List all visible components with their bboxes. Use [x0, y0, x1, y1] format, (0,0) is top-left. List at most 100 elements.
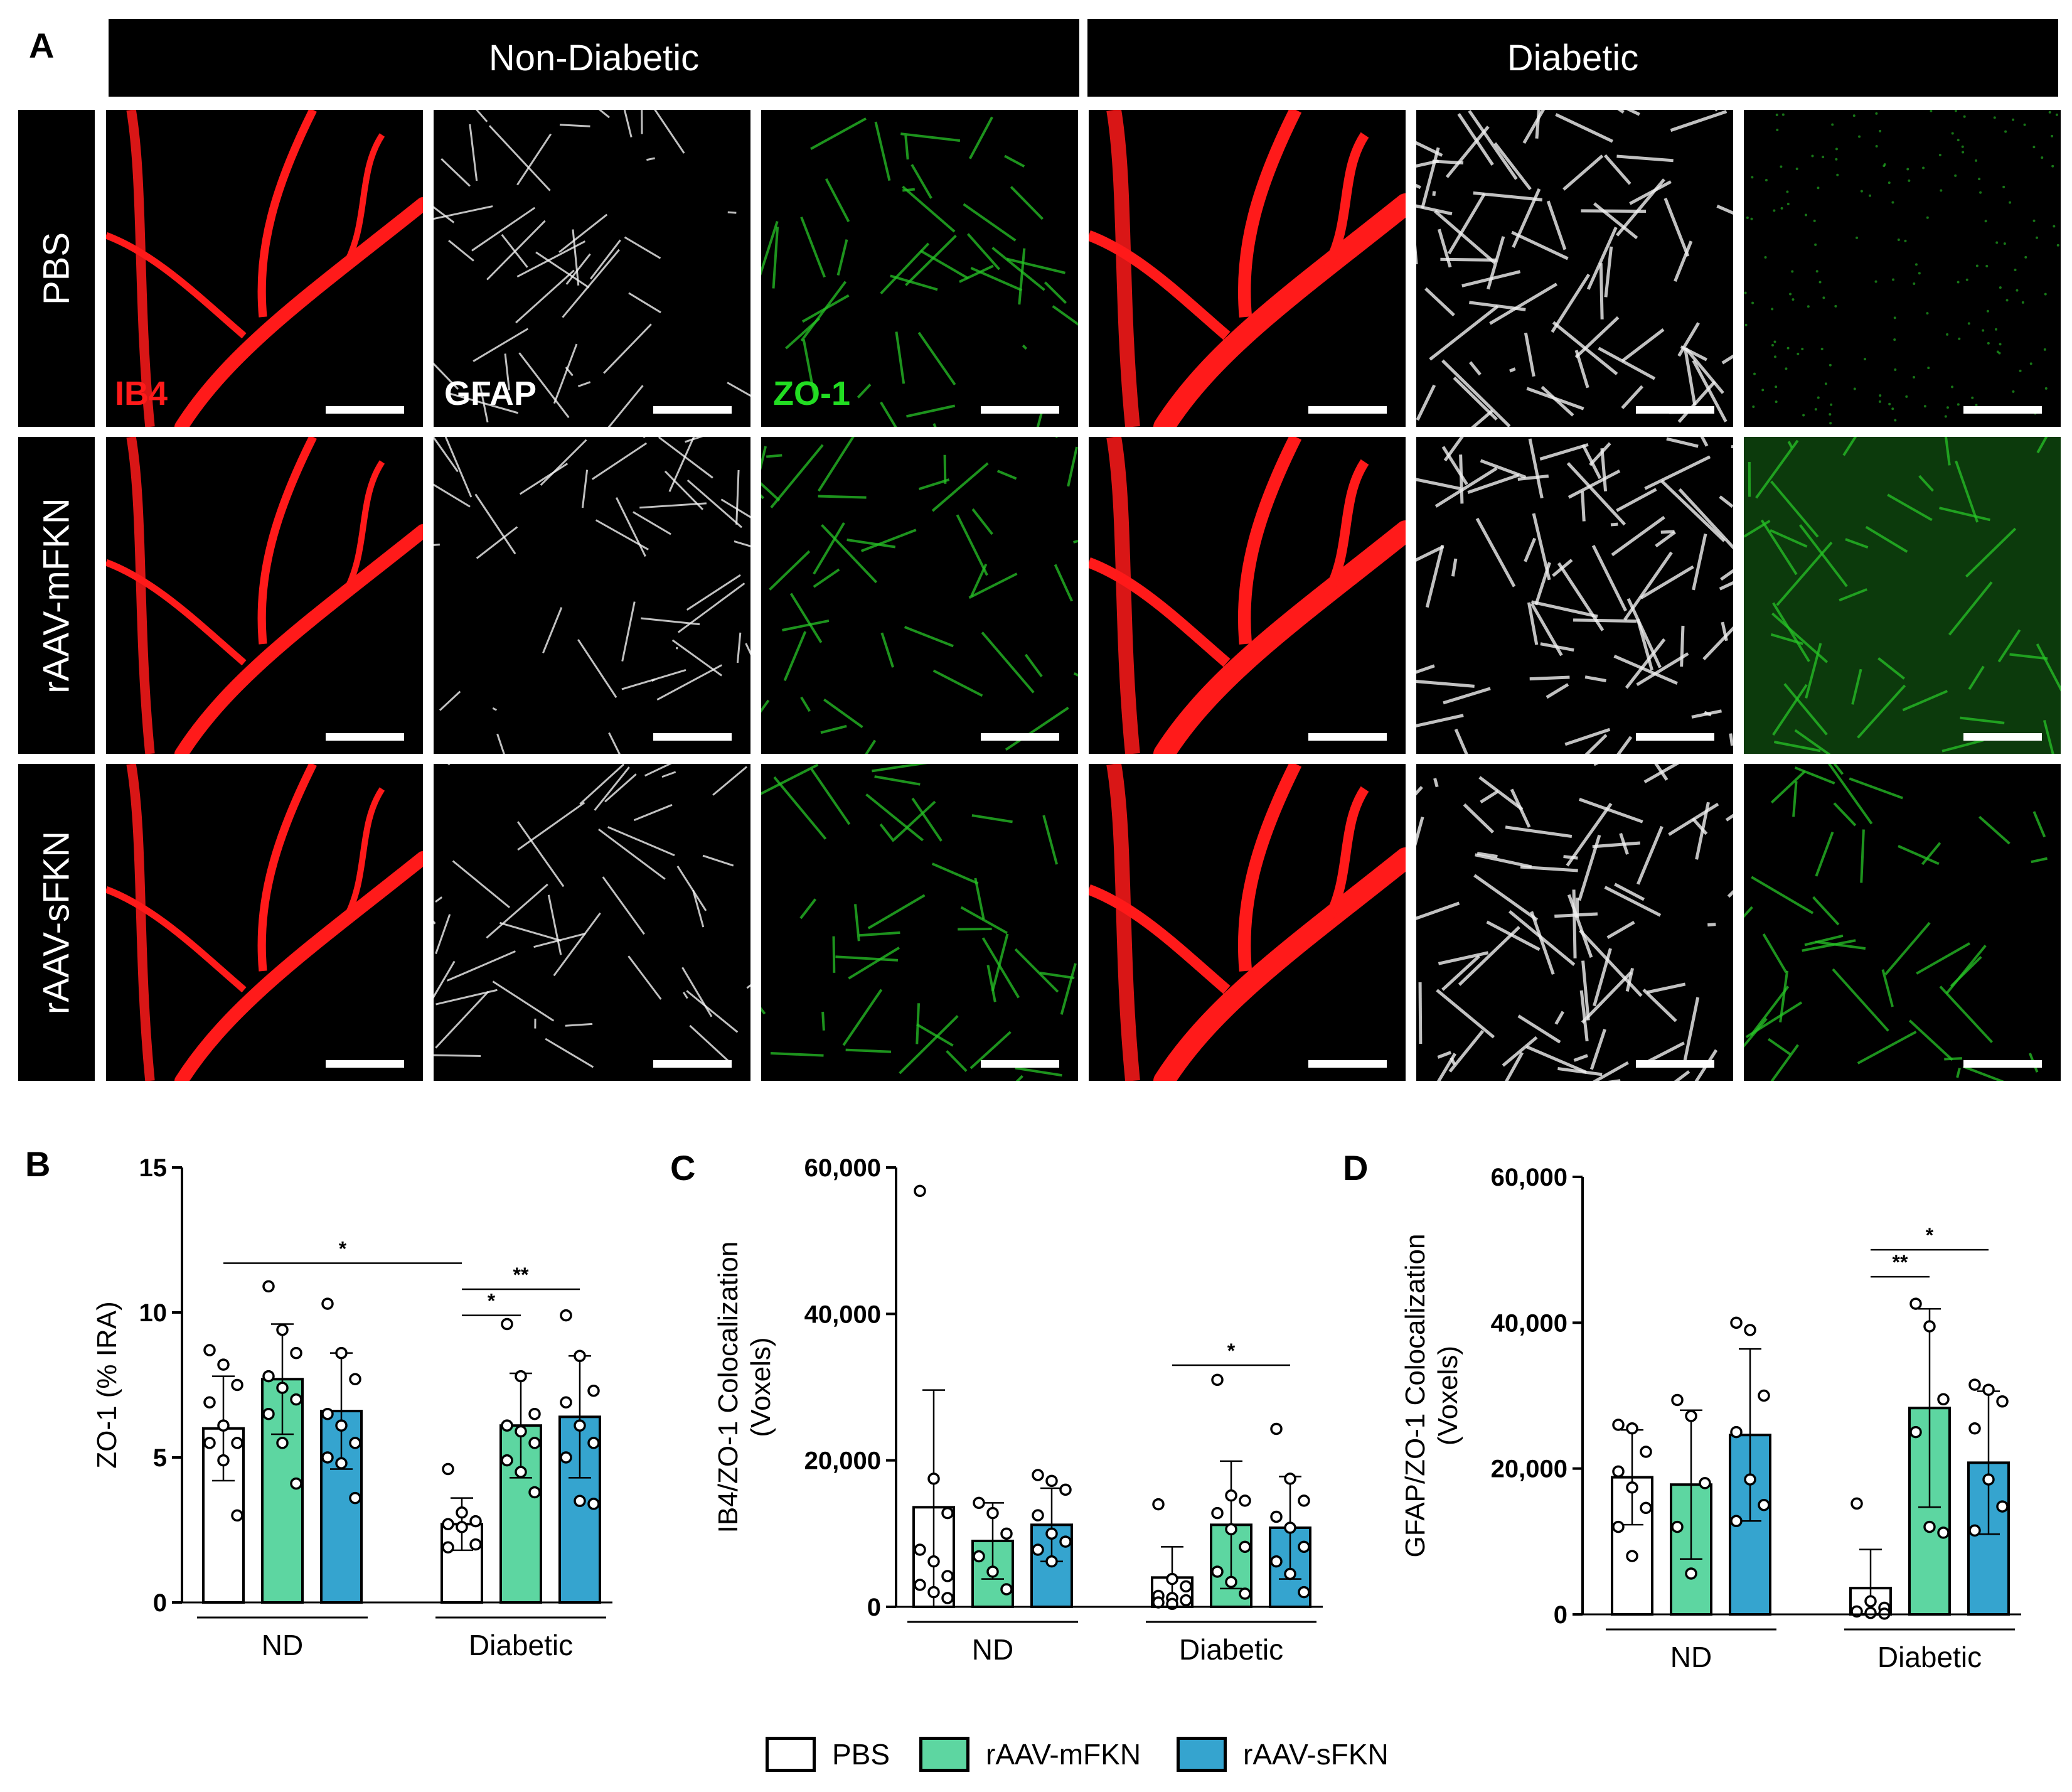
- data-point: [501, 1454, 513, 1467]
- panel-d-letter: D: [1343, 1148, 1369, 1188]
- data-point: [335, 1457, 348, 1469]
- data-point: [456, 1506, 468, 1519]
- data-point: [1923, 1320, 1936, 1333]
- data-point: [1298, 1585, 1310, 1599]
- legend-item-sfkn: rAAV-sFKN: [1177, 1732, 1389, 1776]
- micrograph-d-sfkn-zo1: [1744, 764, 2061, 1081]
- y-tick-label: 15: [139, 1154, 168, 1182]
- y-tick-label: 60,000: [804, 1154, 881, 1182]
- scale-bar: [981, 406, 1059, 414]
- data-point: [941, 1570, 954, 1582]
- data-point: [515, 1466, 527, 1478]
- scale-bar: [653, 733, 732, 741]
- scale-bar: [1963, 1060, 2042, 1068]
- y-tick-label: 0: [153, 1589, 167, 1617]
- data-point: [1968, 1378, 1981, 1391]
- chart-gfap-zo1: 0 20,000 40,000 60,000 GFAP/ZO-1 Colocalizat…: [1400, 1164, 2021, 1673]
- data-point: [203, 1437, 216, 1449]
- data-point: [528, 1407, 541, 1420]
- data-point: [986, 1506, 999, 1520]
- header-diabetic: Diabetic: [1087, 19, 2058, 97]
- data-point: [1612, 1419, 1625, 1431]
- data-point: [1211, 1506, 1224, 1520]
- data-point: [262, 1280, 275, 1293]
- data-point: [290, 1477, 302, 1490]
- data-point: [217, 1419, 230, 1432]
- row-label-mfkn-text: rAAV-mFKN: [36, 497, 77, 694]
- panel-a-letter: A: [29, 26, 55, 65]
- significance-label: **: [1893, 1251, 1908, 1274]
- data-point: [1968, 1422, 1981, 1435]
- scale-bar: [1308, 733, 1387, 741]
- data-point: [1758, 1389, 1770, 1402]
- group-label: Diabetic: [1877, 1641, 1982, 1673]
- data-point: [560, 1396, 572, 1408]
- data-point: [1239, 1587, 1251, 1600]
- data-point: [1730, 1316, 1743, 1329]
- legend-swatch-mfkn: [919, 1737, 969, 1772]
- data-point: [1758, 1499, 1770, 1511]
- micrograph-nd-mfkn-gfap: [434, 437, 750, 754]
- data-point: [1996, 1500, 2009, 1513]
- scale-bar: [1963, 733, 2042, 741]
- data-point: [560, 1309, 572, 1322]
- group-label: ND: [262, 1629, 303, 1661]
- data-point: [1225, 1575, 1237, 1589]
- row-label-sfkn-text: rAAV-sFKN: [36, 830, 77, 1014]
- stain-label-ib4: IB4: [115, 375, 168, 412]
- data-point: [1059, 1483, 1072, 1496]
- data-point: [262, 1370, 275, 1383]
- micrograph-nd-pbs-ib4: [106, 110, 423, 427]
- data-point: [1284, 1567, 1296, 1580]
- data-point: [1626, 1422, 1638, 1435]
- data-point: [528, 1437, 541, 1449]
- data-point: [442, 1518, 454, 1531]
- y-tick-label: 5: [153, 1444, 167, 1472]
- row-label-mfkn: rAAV-mFKN: [18, 437, 95, 754]
- data-point: [1180, 1580, 1192, 1593]
- data-point: [528, 1486, 541, 1499]
- micrograph-d-pbs-zo1: [1744, 110, 2061, 427]
- data-point: [321, 1297, 334, 1310]
- data-point: [442, 1541, 454, 1553]
- group-label: Diabetic: [1179, 1633, 1283, 1666]
- data-point: [335, 1419, 348, 1432]
- data-point: [927, 1555, 940, 1568]
- y-tick-label: 0: [1554, 1601, 1567, 1629]
- micrograph-nd-sfkn-gfap: [434, 764, 750, 1081]
- micrograph-d-sfkn-gfap: [1416, 764, 1733, 1081]
- data-point: [262, 1407, 275, 1420]
- data-point: [1225, 1489, 1237, 1502]
- chart-ib4-zo1: 0 20,000 40,000 60,000 IB4/ZO-1 Colocalizati…: [713, 1154, 1323, 1666]
- y-tick-label: 60,000: [1491, 1164, 1567, 1191]
- data-point: [1045, 1474, 1058, 1488]
- data-point: [1211, 1565, 1224, 1578]
- data-point: [1298, 1494, 1310, 1507]
- group-label: ND: [972, 1633, 1013, 1666]
- data-point: [914, 1184, 926, 1198]
- data-point: [1671, 1393, 1684, 1407]
- data-point: [587, 1498, 600, 1510]
- stain-label-zo1: ZO-1: [773, 375, 851, 412]
- data-point: [560, 1451, 572, 1464]
- data-point: [986, 1565, 999, 1578]
- data-point: [321, 1407, 334, 1420]
- scale-bar: [326, 733, 404, 741]
- data-point: [515, 1425, 527, 1438]
- y-tick-label: 20,000: [804, 1447, 881, 1475]
- data-point: [501, 1317, 513, 1331]
- significance-label: **: [513, 1264, 529, 1286]
- micrograph-d-mfkn-ib4: [1089, 437, 1406, 754]
- data-point: [349, 1437, 361, 1449]
- y-tick-label: 20,000: [1491, 1456, 1567, 1483]
- data-point: [276, 1382, 289, 1394]
- data-point: [1864, 1595, 1877, 1607]
- micrograph-nd-sfkn-ib4: [106, 764, 423, 1081]
- data-point: [927, 1473, 940, 1485]
- data-point: [501, 1419, 513, 1432]
- micrograph-d-mfkn-gfap: [1416, 437, 1733, 754]
- y-tick-label: 0: [867, 1594, 881, 1621]
- scale-bar: [981, 733, 1059, 741]
- data-point: [1166, 1572, 1178, 1585]
- y-axis-label: GFAP/ZO-1 Colocalization(Voxels): [1400, 1234, 1463, 1558]
